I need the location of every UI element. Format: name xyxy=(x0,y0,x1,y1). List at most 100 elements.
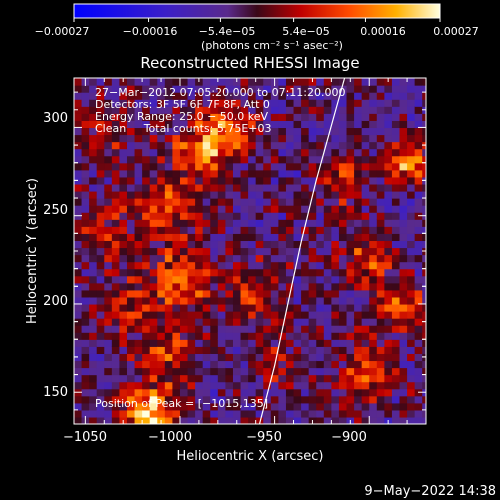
heatmap-cell xyxy=(414,339,423,347)
heatmap-cell xyxy=(74,289,83,298)
heatmap-cell xyxy=(422,148,426,157)
heatmap-cell xyxy=(384,296,393,305)
heatmap-cell xyxy=(278,360,287,369)
heatmap-cell xyxy=(308,162,317,171)
heatmap-cell xyxy=(301,296,310,305)
heatmap-cell xyxy=(399,325,408,333)
heatmap-cell xyxy=(354,360,363,369)
heatmap-cell xyxy=(278,85,287,93)
heatmap-cell xyxy=(285,247,295,256)
heatmap-cell xyxy=(225,388,234,397)
heatmap-cell xyxy=(232,367,242,376)
heatmap-cell xyxy=(210,155,219,164)
heatmap-cell xyxy=(308,303,317,312)
heatmap-cell xyxy=(361,360,370,369)
heatmap-cell xyxy=(285,127,295,136)
heatmap-cell xyxy=(202,282,211,291)
heatmap-cell xyxy=(96,402,105,411)
heatmap-cell xyxy=(323,268,332,277)
heatmap-cell xyxy=(119,190,128,199)
heatmap-cell xyxy=(263,353,272,362)
heatmap-cell xyxy=(384,339,393,347)
heatmap-cell xyxy=(202,289,211,298)
heatmap-cell xyxy=(210,325,219,333)
heatmap-cell xyxy=(323,289,332,298)
heatmap-cell xyxy=(179,289,189,298)
heatmap-cell xyxy=(346,99,355,107)
heatmap-cell xyxy=(134,226,143,234)
heatmap-cell xyxy=(278,99,287,107)
heatmap-cell xyxy=(89,268,98,277)
heatmap-cell xyxy=(301,339,310,347)
heatmap-cell xyxy=(217,416,226,424)
heatmap-cell xyxy=(81,141,90,150)
heatmap-cell xyxy=(323,141,332,150)
heatmap-cell xyxy=(164,219,174,227)
heatmap-cell xyxy=(422,311,426,319)
heatmap-cell xyxy=(323,212,332,220)
heatmap-cell xyxy=(248,85,257,93)
heatmap-cell xyxy=(346,120,355,129)
heatmap-cell xyxy=(361,395,370,404)
heatmap-cell xyxy=(89,219,98,227)
colorbar-tick-label-4: 0.00016 xyxy=(360,25,406,38)
heatmap-cell xyxy=(301,120,310,129)
heatmap-cell xyxy=(149,360,158,369)
heatmap-cell xyxy=(354,381,363,390)
heatmap-cell xyxy=(414,282,423,291)
heatmap-cell xyxy=(134,127,143,136)
heatmap-cell xyxy=(157,303,166,312)
heatmap-cell xyxy=(164,169,174,178)
heatmap-cell xyxy=(422,92,426,100)
heatmap-cell xyxy=(338,155,348,164)
heatmap-cell xyxy=(104,99,113,107)
heatmap-cell xyxy=(157,205,166,213)
heatmap-cell xyxy=(202,395,211,404)
heatmap-cell xyxy=(391,141,401,150)
heatmap-cell xyxy=(149,183,158,192)
heatmap-cell xyxy=(414,416,423,424)
heatmap-cell xyxy=(407,409,416,418)
heatmap-cell xyxy=(308,176,317,185)
heatmap-cell xyxy=(134,381,143,390)
heatmap-cell xyxy=(96,388,105,397)
heatmap-cell xyxy=(270,381,279,390)
heatmap-cell xyxy=(179,120,189,129)
heatmap-cell xyxy=(414,275,423,284)
heatmap-cell xyxy=(225,148,234,157)
heatmap-cell xyxy=(157,353,166,362)
heatmap-cell xyxy=(331,148,340,157)
heatmap-cell xyxy=(391,388,401,397)
heatmap-cell xyxy=(232,127,242,136)
heatmap-cell xyxy=(134,318,143,326)
heatmap-cell xyxy=(81,247,90,256)
heatmap-cell xyxy=(225,162,234,171)
heatmap-cell xyxy=(202,155,211,164)
heatmap-cell xyxy=(119,402,128,411)
heatmap-cell xyxy=(202,268,211,277)
heatmap-cell xyxy=(96,155,105,164)
heatmap-cell xyxy=(316,303,325,312)
heatmap-cell xyxy=(225,275,234,284)
heatmap-cell xyxy=(119,282,128,291)
heatmap-cell xyxy=(217,346,226,354)
heatmap-cell xyxy=(391,162,401,171)
heatmap-cell xyxy=(255,113,264,121)
heatmap-cell xyxy=(323,190,332,199)
heatmap-cell xyxy=(407,332,416,340)
heatmap-cell xyxy=(384,190,393,199)
heatmap-cell xyxy=(179,275,189,284)
heatmap-cell xyxy=(316,409,325,418)
heatmap-cell xyxy=(96,205,105,213)
heatmap-cell xyxy=(232,275,242,284)
heatmap-cell xyxy=(210,78,219,86)
heatmap-cell xyxy=(134,289,143,298)
heatmap-cell xyxy=(323,99,332,107)
heatmap-cell xyxy=(407,289,416,298)
heatmap-cell xyxy=(232,85,242,93)
heatmap-cell xyxy=(369,247,378,256)
heatmap-cell xyxy=(414,233,423,242)
heatmap-cell xyxy=(414,127,423,136)
heatmap-cell xyxy=(248,367,257,376)
heatmap-cell xyxy=(210,296,219,305)
